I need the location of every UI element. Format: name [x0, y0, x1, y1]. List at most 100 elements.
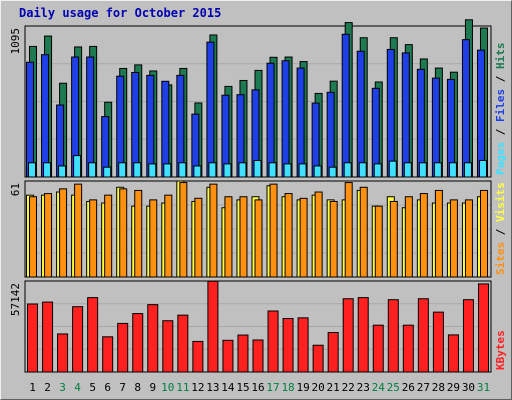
x-tick-label: 22	[342, 381, 355, 394]
y-max-label: 1095	[9, 28, 22, 55]
x-tick-label: 17	[266, 381, 279, 394]
legend: Sites / Visits	[494, 182, 507, 275]
bar-kbytes	[102, 336, 114, 373]
bar-sites	[149, 199, 158, 278]
legend-sites: Sites	[494, 242, 507, 275]
bar-pages	[253, 159, 262, 178]
bar-files	[281, 60, 290, 178]
bar-sites	[269, 183, 278, 278]
bar-pages	[88, 162, 97, 178]
bar-sites	[179, 182, 188, 278]
legend-hits: Hits	[494, 43, 507, 70]
bar-files	[266, 62, 275, 178]
x-tick-label: 13	[206, 381, 219, 394]
legend-kbytes: KBytes	[494, 330, 507, 370]
bar-files	[41, 54, 50, 178]
legend-pages: Pages	[494, 142, 507, 175]
bar-kbytes	[267, 310, 279, 373]
bar-sites	[359, 186, 368, 278]
bar-sites	[134, 189, 143, 278]
bar-sites	[449, 199, 458, 278]
x-tick-label: 12	[191, 381, 204, 394]
bar-sites	[89, 199, 98, 278]
x-tick-label: 8	[134, 381, 141, 394]
bar-pages	[118, 162, 127, 178]
bar-sites	[464, 199, 473, 278]
bar-files	[386, 48, 395, 178]
bar-kbytes	[372, 324, 384, 373]
bar-pages	[163, 163, 172, 178]
bar-kbytes	[72, 306, 84, 373]
bar-pages	[28, 162, 37, 178]
bar-sites	[164, 194, 173, 278]
bar-pages	[73, 155, 82, 178]
bar-sites	[419, 193, 428, 278]
bar-kbytes	[237, 334, 249, 373]
bar-kbytes	[177, 314, 189, 373]
bar-pages	[208, 162, 217, 178]
legend-separator: /	[494, 122, 507, 142]
bar-sites	[434, 189, 443, 278]
y-max-label: 57142	[9, 283, 22, 316]
bar-kbytes	[477, 283, 489, 373]
bar-sites	[74, 183, 83, 278]
legend-separator: /	[494, 222, 507, 242]
bar-sites	[479, 189, 488, 278]
bar-sites	[374, 205, 383, 278]
bar-pages	[448, 162, 457, 178]
x-tick-label: 29	[447, 381, 460, 394]
bar-sites	[44, 193, 53, 278]
x-tick-label: 6	[104, 381, 111, 394]
x-tick-label: 26	[402, 381, 415, 394]
bar-kbytes	[87, 297, 99, 373]
bar-kbytes	[432, 311, 444, 373]
bar-kbytes	[27, 303, 39, 373]
bar-sites	[59, 188, 68, 278]
bar-files	[461, 39, 470, 178]
x-tick-label: 31	[477, 381, 490, 394]
bar-kbytes	[282, 317, 294, 373]
x-tick-label: 24	[372, 381, 386, 394]
bar-files	[401, 52, 410, 178]
x-tick-label: 19	[296, 381, 309, 394]
bar-pages	[343, 162, 352, 178]
x-tick-label: 10	[161, 381, 174, 394]
x-tick-label: 28	[432, 381, 445, 394]
bar-kbytes	[207, 280, 219, 373]
bar-files	[116, 75, 125, 178]
bar-pages	[358, 162, 367, 178]
x-tick-label: 21	[327, 381, 340, 394]
bar-sites	[284, 193, 293, 278]
bar-files	[416, 68, 425, 178]
bar-pages	[58, 165, 67, 178]
bar-sites	[119, 188, 128, 278]
bar-kbytes	[132, 313, 144, 373]
x-tick-label: 5	[89, 381, 96, 394]
bar-files	[476, 49, 485, 178]
bar-sites	[389, 200, 398, 278]
bar-kbytes	[357, 297, 369, 373]
bar-pages	[133, 162, 142, 178]
bar-pages	[103, 166, 112, 178]
bar-pages	[223, 163, 232, 178]
bar-files	[431, 77, 440, 178]
bar-files	[26, 61, 35, 178]
x-tick-label: 16	[251, 381, 264, 394]
bar-kbytes	[222, 339, 234, 373]
x-tick-label: 4	[74, 381, 81, 394]
bar-pages	[418, 162, 427, 178]
bar-files	[131, 71, 140, 178]
x-tick-label: 3	[59, 381, 66, 394]
bar-pages	[478, 159, 487, 178]
bar-files	[296, 67, 305, 178]
bar-kbytes	[117, 322, 129, 373]
bar-pages	[43, 162, 52, 178]
x-tick-label: 25	[387, 381, 400, 394]
bar-pages	[373, 163, 382, 178]
bar-kbytes	[402, 324, 414, 373]
x-tick-label: 14	[221, 381, 235, 394]
legend-files: Files	[494, 89, 507, 122]
bar-pages	[283, 163, 292, 178]
bar-pages	[193, 165, 202, 178]
